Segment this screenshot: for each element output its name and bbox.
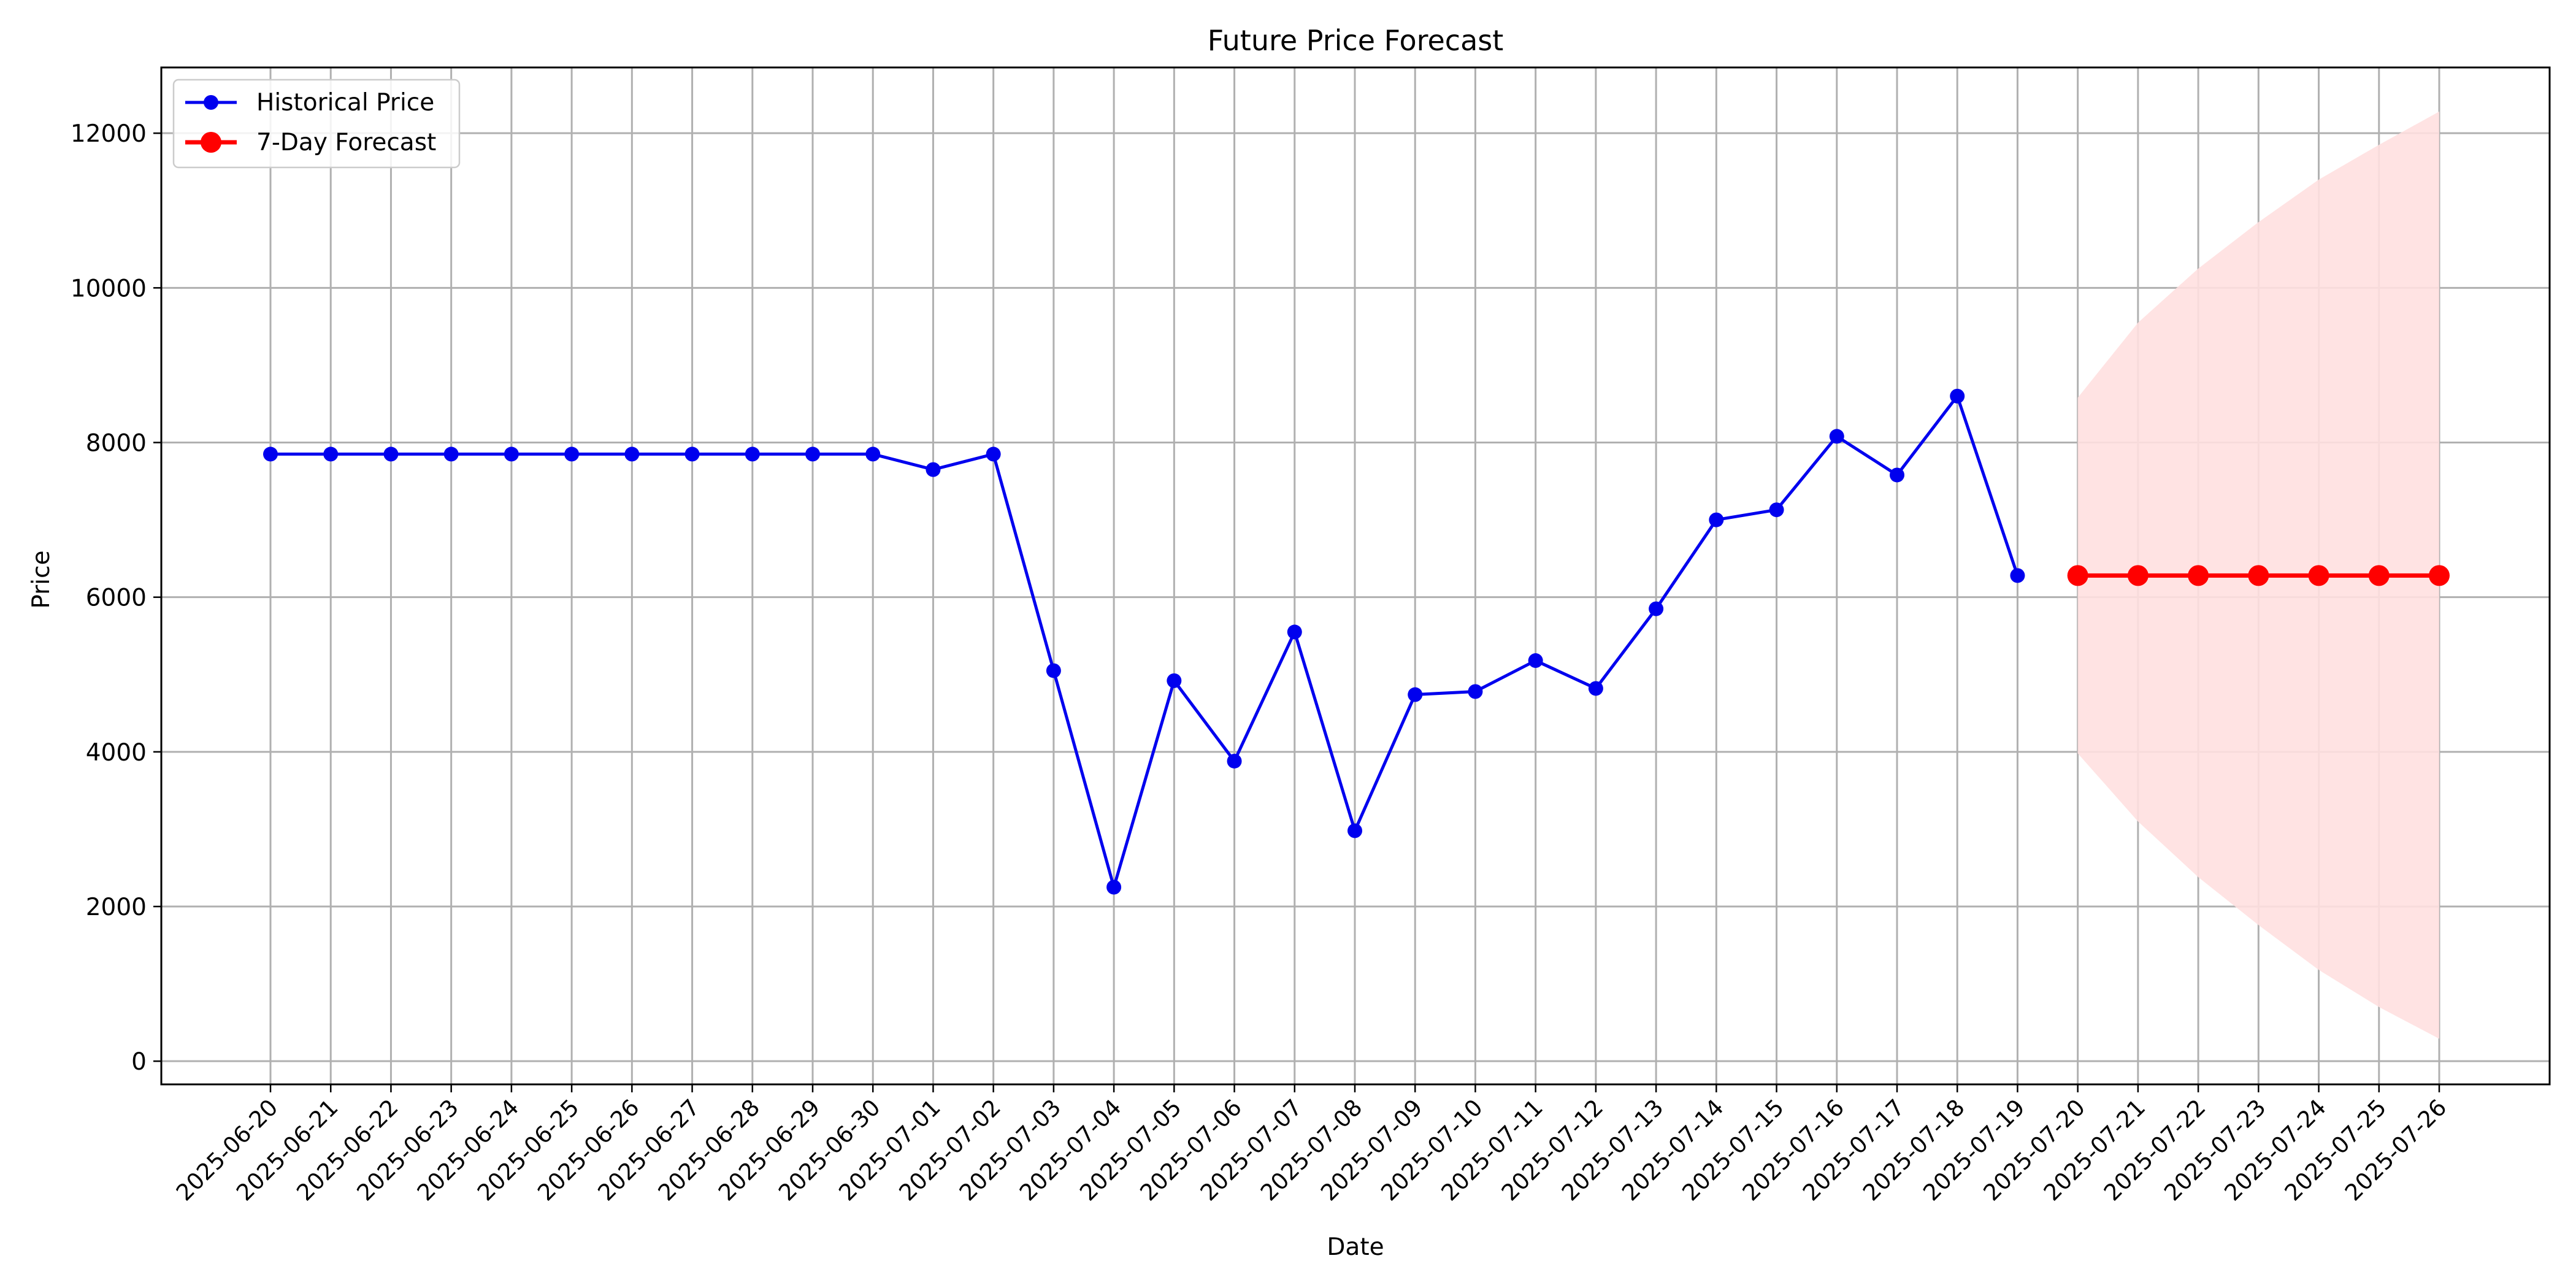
data-point-forecast (2308, 565, 2329, 586)
data-point-historical-price (1709, 512, 1724, 527)
series-forecast (2067, 565, 2450, 586)
legend-label-7-day-forecast: 7-Day Forecast (256, 129, 436, 156)
y-tick-label: 8000 (86, 430, 147, 458)
legend-swatch-historical-marker (204, 95, 218, 110)
data-point-historical-price (745, 447, 760, 462)
data-point-historical-price (1287, 624, 1302, 640)
x-axis-label: Date (1327, 1233, 1384, 1261)
data-point-historical-price (1588, 681, 1603, 696)
y-tick-label: 10000 (71, 275, 147, 302)
data-point-historical-price (1468, 684, 1483, 699)
data-point-historical-price (323, 447, 339, 462)
y-tick-label: 0 (131, 1048, 147, 1076)
data-point-historical-price (504, 447, 519, 462)
data-point-historical-price (263, 447, 278, 462)
y-tick-label: 12000 (71, 120, 147, 148)
data-point-historical-price (1829, 429, 1844, 444)
series-layer (263, 388, 2450, 895)
y-tick-label: 6000 (86, 585, 147, 612)
series-line-historical-price (270, 394, 2019, 889)
legend-box (172, 79, 461, 169)
data-point-forecast (2067, 565, 2088, 586)
data-point-historical-price (624, 447, 640, 462)
data-point-forecast (2127, 565, 2149, 586)
data-point-forecast (2188, 565, 2209, 586)
data-point-historical-price (443, 447, 459, 462)
data-point-historical-price (1227, 753, 1242, 769)
legend: Historical Price 7-Day Forecast (172, 79, 461, 169)
data-point-historical-price (1046, 663, 1061, 678)
data-point-forecast (2368, 565, 2390, 586)
data-point-historical-price (1950, 388, 1965, 404)
legend-swatch-forecast-marker (201, 132, 221, 153)
data-point-historical-price (926, 462, 941, 477)
data-point-historical-price (383, 447, 399, 462)
data-point-historical-price (1408, 687, 1423, 702)
data-point-historical-price (1769, 502, 1784, 518)
data-point-historical-price (1890, 467, 1904, 483)
data-point-historical-price (684, 447, 700, 462)
data-point-historical-price (865, 447, 881, 462)
chart-title: Future Price Forecast (1208, 24, 1504, 57)
data-point-historical-price (564, 447, 580, 462)
data-point-historical-price (1347, 823, 1362, 838)
data-point-forecast (2429, 565, 2450, 586)
legend-item-7-day-forecast: 7-Day Forecast (185, 129, 436, 156)
y-tick-label: 4000 (86, 739, 147, 767)
data-point-historical-price (1106, 880, 1122, 895)
data-point-historical-price (2010, 568, 2025, 583)
data-point-forecast (2248, 565, 2269, 586)
data-point-historical-price (1528, 653, 1543, 669)
data-point-historical-price (1167, 673, 1182, 688)
data-point-historical-price (805, 447, 820, 462)
legend-label-historical-price: Historical Price (256, 89, 434, 117)
y-tick-label: 2000 (86, 894, 147, 921)
data-point-historical-price (986, 447, 1001, 462)
y-axis-ticks: 0 2000 4000 6000 8000 10000 12000 (71, 120, 161, 1076)
y-axis-label: Price (28, 550, 55, 608)
data-point-historical-price (1649, 601, 1664, 616)
series-historical-price (263, 388, 2025, 895)
legend-item-historical-price: Historical Price (185, 89, 434, 117)
